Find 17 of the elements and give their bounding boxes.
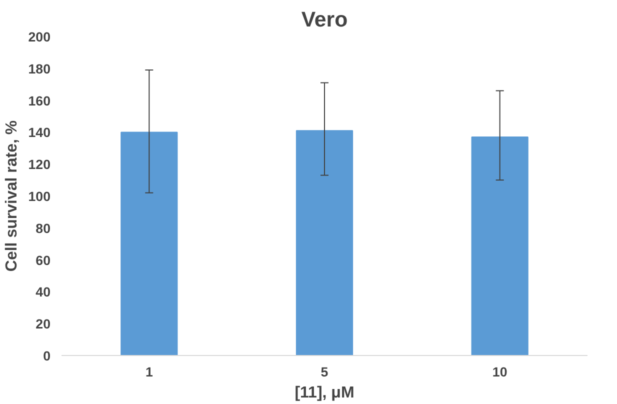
x-tick-label: 1 xyxy=(145,364,154,380)
chart-title: Vero xyxy=(301,8,348,32)
y-tick-label: 200 xyxy=(28,30,51,44)
x-tick-label: 10 xyxy=(492,364,508,380)
y-tick-label: 100 xyxy=(28,189,51,204)
y-tick-label: 180 xyxy=(28,61,51,76)
y-tick-label: 20 xyxy=(36,316,51,332)
x-tick-label: 5 xyxy=(320,364,329,380)
y-tick-label: 40 xyxy=(36,284,51,300)
y-tick-label: 80 xyxy=(36,220,51,236)
y-tick-label: 0 xyxy=(43,348,51,364)
y-axis-title: Cell survival rate, % xyxy=(3,120,20,272)
y-tick-label: 140 xyxy=(28,125,51,140)
x-axis-title: [11], μM xyxy=(294,384,354,402)
y-tick-label: 120 xyxy=(28,157,51,172)
y-tick-label: 60 xyxy=(36,252,51,268)
y-tick-label: 160 xyxy=(28,93,51,108)
